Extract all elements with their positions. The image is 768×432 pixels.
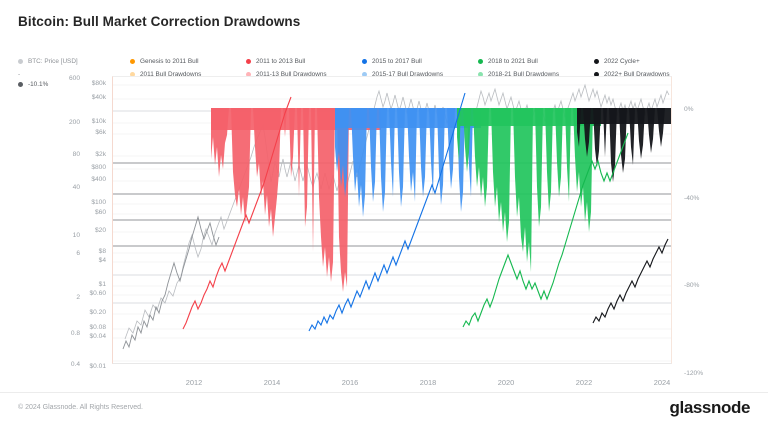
x-axis-tick-1: 2014 [263, 378, 281, 387]
legend-dot-bull-3 [478, 59, 483, 64]
legend-dot-drawdowns-3 [478, 72, 483, 77]
series-line-2015-2017 [308, 92, 466, 332]
chart-plot-area[interactable] [112, 76, 672, 364]
x-axis-tick-5: 2022 [575, 378, 593, 387]
y-axis-right-tick-0: 0% [684, 106, 694, 113]
legend-dot-btc-price [18, 59, 23, 64]
area-drawdowns-2018-21 [457, 108, 601, 272]
legend-label-bull-0: Genesis to 2011 Bull [140, 58, 199, 65]
y-axis-left-outer-tick-5: 6 [76, 250, 80, 257]
legend-label-bull-3: 2018 to 2021 Bull [488, 58, 538, 65]
y-axis-left-inner-tick-11: $4 [98, 257, 106, 264]
series-line-2018-2021 [462, 132, 629, 328]
legend-item-bull-2[interactable]: 2015 to 2017 Bull [362, 56, 443, 67]
legend-label-drawdowns-3: 2018-21 Bull Drawdowns [488, 71, 560, 78]
y-axis-left-inner-tick-7: $100 [91, 199, 106, 206]
legend-label-drawdowns-0: 2011 Bull Drawdowns [140, 71, 202, 78]
legend-dot-drawdowns-1 [246, 72, 251, 77]
y-axis-left-outer-tick-2: 80 [72, 151, 80, 158]
y-axis-left-inner-tick-15: $0.08 [89, 324, 106, 331]
y-axis-left-inner-tick-0: $80k [91, 80, 106, 87]
legend-item-drawdowns-0[interactable]: 2011 Bull Drawdowns [130, 69, 201, 80]
y-axis-left-inner-tick-2: $10k [91, 118, 106, 125]
legend-item-drawdowns-4[interactable]: 2022+ Bull Drawdowns [594, 69, 670, 80]
legend-dot-drawdowns-2 [362, 72, 367, 77]
series-line-genesis-2011 [122, 215, 220, 350]
y-axis-left-inner-tick-10: $8 [98, 248, 106, 255]
legend-btc-price[interactable]: BTC: Price [USD] - -10.1% [18, 56, 78, 90]
legend-label-bull-2: 2015 to 2017 Bull [372, 58, 422, 65]
legend-label-btc-price: BTC: Price [USD] [28, 58, 78, 65]
legend-item-drawdowns-3[interactable]: 2018-21 Bull Drawdowns [478, 69, 559, 80]
page-title: Bitcoin: Bull Market Correction Drawdown… [18, 14, 301, 29]
legend-label-bull-4: 2022 Cycle+ [604, 58, 640, 65]
y-axis-left-outer-tick-0: 600 [68, 75, 80, 82]
x-axis-tick-3: 2018 [419, 378, 437, 387]
y-axis-left-outer-tick-1: 200 [68, 119, 80, 126]
y-axis-left-inner-tick-13: $0.60 [89, 290, 106, 297]
legend-dot-drawdowns-4 [594, 72, 599, 77]
legend-value-btc: -10.1% [28, 81, 49, 88]
legend-dot-bull-1 [246, 59, 251, 64]
x-axis-tick-6: 2024 [653, 378, 671, 387]
legend-item-bull-3[interactable]: 2018 to 2021 Bull [478, 56, 559, 67]
x-axis-tick-4: 2020 [497, 378, 515, 387]
y-axis-left-inner-tick-8: $60 [94, 209, 106, 216]
y-axis-left-inner-tick-9: $20 [94, 227, 106, 234]
y-axis-left-inner-tick-12: $1 [98, 281, 106, 288]
legend-dot-bull-2 [362, 59, 367, 64]
series-line-2011-2013 [182, 96, 292, 330]
legend-dot-btc-value [18, 82, 23, 87]
x-axis-tick-0: 2012 [185, 378, 203, 387]
y-axis-right-tick-2: -80% [684, 282, 700, 289]
series-line-2022-plus [592, 238, 669, 324]
legend-dot-bull-0 [130, 59, 135, 64]
glassnode-logo: glassnode [669, 398, 751, 417]
legend-item-drawdowns-2[interactable]: 2015-17 Bull Drawdowns [362, 69, 443, 80]
legend-item-bull-0[interactable]: Genesis to 2011 Bull [130, 56, 201, 67]
y-axis-left-inner-tick-1: $40k [91, 94, 106, 101]
y-axis-left-outer-tick-7: 0.8 [70, 330, 80, 337]
legend-dot-bull-4 [594, 59, 599, 64]
y-axis-left-inner-tick-6: $400 [91, 176, 106, 183]
y-axis-left-outer-tick-3: 40 [72, 184, 80, 191]
y-axis-right-tick-3: -120% [684, 370, 704, 377]
y-axis-left-inner-tick-17: $0.01 [89, 363, 106, 370]
legend-label-drawdowns-2: 2015-17 Bull Drawdowns [372, 71, 444, 78]
y-axis-left-outer-tick-6: 2 [76, 294, 80, 301]
y-axis-left-inner-tick-14: $0.20 [89, 309, 106, 316]
chart-svg [113, 83, 671, 362]
legend-dot-drawdowns-0 [130, 72, 135, 77]
legend-label-bull-1: 2011 to 2013 Bull [256, 58, 306, 65]
legend-item-drawdowns-1[interactable]: 2011-13 Bull Drawdowns [246, 69, 327, 80]
y-axis-left-inner-tick-16: $0.04 [89, 333, 106, 340]
y-axis-left-inner-tick-4: $2k [95, 151, 106, 158]
y-axis-left-inner-tick-5: $800 [91, 164, 106, 171]
x-axis-tick-2: 2016 [341, 378, 359, 387]
legend-label-drawdowns-4: 2022+ Bull Drawdowns [604, 71, 670, 78]
legend-label-drawdowns-1: 2011-13 Bull Drawdowns [256, 71, 327, 78]
copyright-text: © 2024 Glassnode. All Rights Reserved. [18, 404, 144, 411]
legend-item-bull-1[interactable]: 2011 to 2013 Bull [246, 56, 327, 67]
legend-dash: - [18, 71, 21, 78]
footer-divider [0, 392, 768, 393]
y-axis-right-tick-1: -40% [684, 195, 700, 202]
y-axis-left-outer-tick-8: 0.4 [70, 361, 80, 368]
y-axis-left-inner-tick-3: $6k [95, 129, 106, 136]
area-drawdowns-2015-17 [335, 108, 481, 217]
y-axis-left-outer-tick-4: 10 [72, 232, 80, 239]
legend-item-bull-4[interactable]: 2022 Cycle+ [594, 56, 670, 67]
